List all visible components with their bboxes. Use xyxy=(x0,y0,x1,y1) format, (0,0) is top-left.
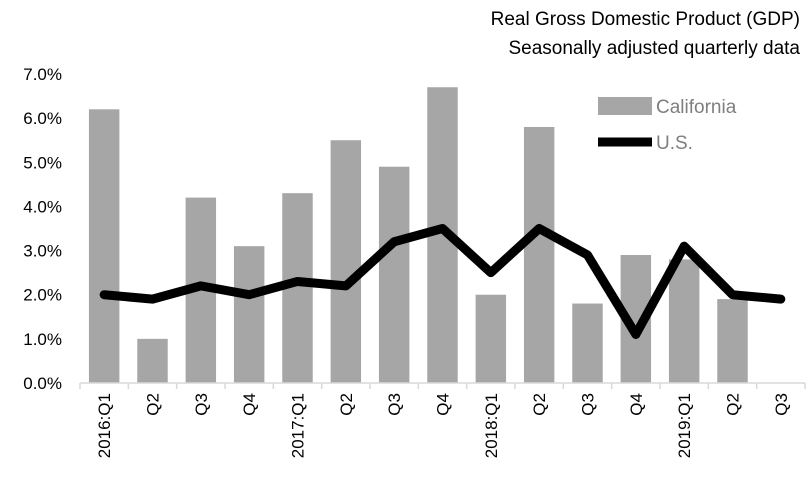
legend-swatch-california xyxy=(598,97,652,115)
x-tick-label: 2017:Q1 xyxy=(289,393,308,458)
x-tick-label: Q4 xyxy=(627,393,646,416)
california-bar xyxy=(523,126,555,383)
california-bar xyxy=(378,166,410,383)
x-tick-label: Q3 xyxy=(772,393,791,416)
x-tick-label: Q2 xyxy=(337,393,356,416)
y-axis: 0.0% 1.0% 2.0% 3.0% 4.0% 5.0% 6.0% 7.0% xyxy=(23,65,62,393)
x-axis: 2016:Q1 Q2 Q3 Q4 2017:Q1 Q2 Q3 Q4 2018:Q1 Q2 Q3 Q4 2… xyxy=(79,383,806,458)
y-tick-label: 6.0% xyxy=(23,109,62,128)
legend-label-california: California xyxy=(656,97,737,118)
california-bar xyxy=(88,109,120,384)
y-tick-label: 1.0% xyxy=(23,330,62,349)
y-tick-label: 3.0% xyxy=(23,242,62,261)
california-bar xyxy=(668,259,700,383)
y-tick-label: 0.0% xyxy=(23,374,62,393)
x-tick-label: Q3 xyxy=(192,393,211,416)
x-tick-label: Q3 xyxy=(579,393,598,416)
y-tick-label: 5.0% xyxy=(23,153,62,172)
x-tick-label: Q2 xyxy=(724,393,743,416)
y-tick-label: 7.0% xyxy=(23,65,62,84)
x-tick-label: 2019:Q1 xyxy=(675,393,694,458)
legend: California U.S. xyxy=(598,97,737,154)
california-bar xyxy=(233,246,265,383)
legend-label-us: U.S. xyxy=(656,133,693,154)
x-tick-label: Q2 xyxy=(144,393,163,416)
california-bar xyxy=(137,338,168,383)
us-line-series xyxy=(99,224,786,339)
x-tick-label: 2018:Q1 xyxy=(482,393,501,458)
y-tick-label: 2.0% xyxy=(23,286,62,305)
chart-subtitle: Seasonally adjusted quarterly data xyxy=(508,38,800,59)
california-bar xyxy=(475,294,507,383)
x-tick-label: Q2 xyxy=(530,393,549,416)
y-tick-label: 4.0% xyxy=(23,197,62,216)
x-tick-label: 2016:Q1 xyxy=(95,393,114,458)
california-bar xyxy=(717,299,748,383)
x-tick-label: Q4 xyxy=(434,393,453,416)
chart-title: Real Gross Domestic Product (GDP) xyxy=(491,9,800,30)
california-bar xyxy=(572,303,603,383)
california-bar xyxy=(330,140,362,383)
x-tick-label: Q4 xyxy=(240,393,259,416)
x-tick-label: Q3 xyxy=(385,393,404,416)
